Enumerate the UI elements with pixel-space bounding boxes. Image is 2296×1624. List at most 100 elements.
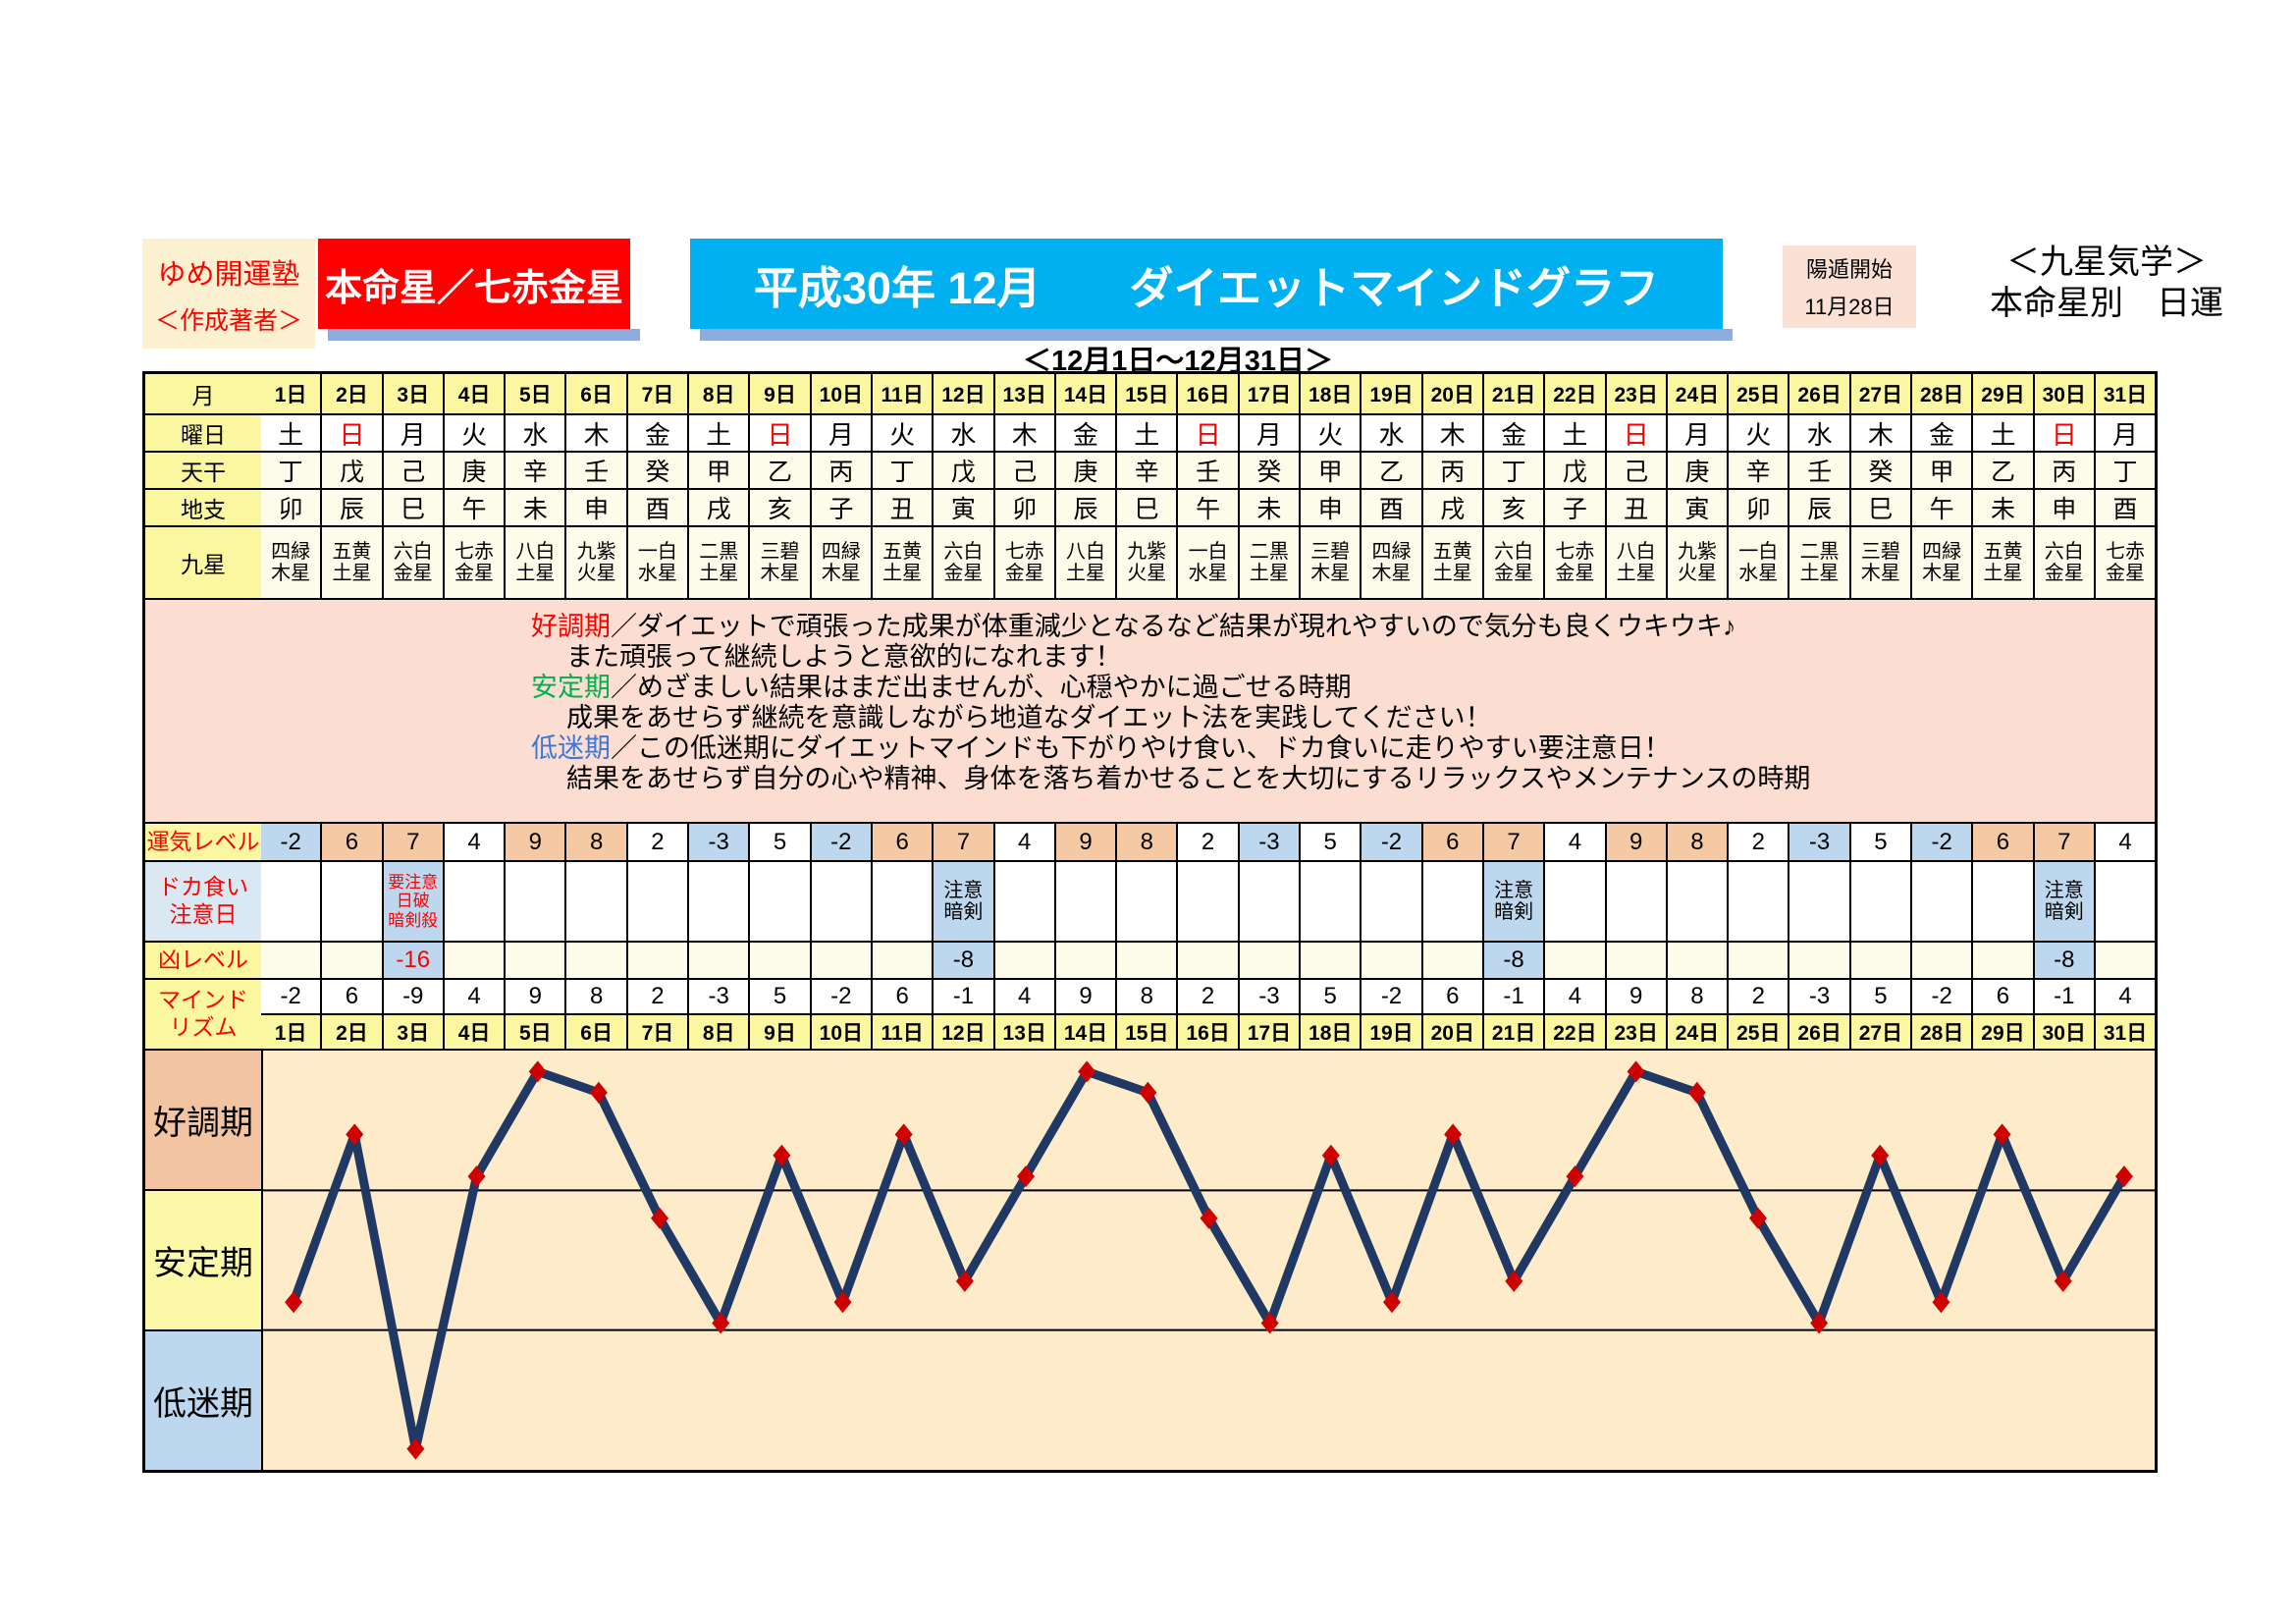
kyusei-cell: 六白 金星 xyxy=(1481,527,1544,598)
day-cell: 27日 xyxy=(1848,374,1911,413)
unki-level-cell: 6 xyxy=(320,824,382,860)
chart-point xyxy=(346,1123,364,1146)
band-label-安定期: 安定期 xyxy=(145,1189,261,1329)
chishi-cell: 午 xyxy=(1176,490,1238,525)
unki-level-cell: 8 xyxy=(564,824,626,860)
unki-level-cell: -2 xyxy=(261,824,321,860)
band-label-column: 好調期 安定期 低迷期 xyxy=(145,1051,261,1470)
chishi-cell: 申 xyxy=(1299,490,1361,525)
tenkan-cell: 庚 xyxy=(1665,453,1728,488)
weekday-cell: 土 xyxy=(278,419,304,450)
dokagui-note-cell xyxy=(1604,862,1666,941)
kyou-level-row: 凶レベル -16 -8 -8 -8 xyxy=(145,941,2156,978)
row-label-weekday: 曜日 xyxy=(145,415,261,451)
day-footer-cell: 31日 xyxy=(2093,1015,2156,1049)
unki-level-cell: -2 xyxy=(1360,824,1421,860)
kyou-level-cell xyxy=(1299,943,1361,978)
chart-point xyxy=(1260,1312,1279,1334)
brand-title: ゆめ開運塾 xyxy=(157,258,300,291)
dokagui-note-cell xyxy=(1237,862,1299,941)
chishi-cell: 酉 xyxy=(2093,490,2156,525)
chishi-cell: 巳 xyxy=(1115,490,1177,525)
day-cell: 2日 xyxy=(320,374,382,413)
weekday-cell: 木 xyxy=(1420,415,1482,451)
kyou-level-cell xyxy=(625,943,688,978)
tenkan-cell: 壬 xyxy=(564,453,626,488)
mind-rhythm-cell: 6 xyxy=(320,980,382,1013)
kyusei-cell: 一白 水星 xyxy=(625,527,688,598)
chart-point xyxy=(406,1437,425,1460)
day-cell: 26日 xyxy=(1788,374,1849,413)
chishi-cell: 辰 xyxy=(320,490,382,525)
mind-rhythm-cell: -2 xyxy=(1910,980,1972,1013)
kyou-level-cell xyxy=(687,943,749,978)
day-footer-cell: 3日 xyxy=(381,1015,443,1049)
dokagui-note-cell xyxy=(992,862,1054,941)
day-footer-cell: 9日 xyxy=(748,1015,810,1049)
unki-level-cell: 6 xyxy=(870,824,933,860)
dokagui-note-cell xyxy=(1053,862,1115,941)
row-label-kyou: 凶レベル xyxy=(145,943,261,978)
kyou-level-cell xyxy=(504,943,565,978)
youton-box: 陽遁開始 11月28日 xyxy=(1783,245,1916,328)
kyou-level-cell xyxy=(2093,943,2156,978)
day-footer-cell: 1日 xyxy=(261,1015,321,1049)
kyusei-kigaku-line1: ＜九星気学＞ xyxy=(2006,244,2207,281)
mind-rhythm-cell: 6 xyxy=(870,980,933,1013)
kyou-level-cell xyxy=(870,943,933,978)
kyou-level-cell xyxy=(1176,943,1238,978)
unki-level-cell: 4 xyxy=(992,824,1054,860)
kyou-level-cell xyxy=(1788,943,1849,978)
unki-level-cell: 8 xyxy=(1115,824,1177,860)
unki-level-cell: 2 xyxy=(1727,824,1789,860)
kyou-level-cell xyxy=(320,943,382,978)
day-cell: 3日 xyxy=(381,374,443,413)
mind-rhythm-rows: マインド リズム -2 6 -9 4 9 8 2 -3 5 -2 6 -1 4 9 8 2 -3 5 -2 6 -1 4 9… xyxy=(145,978,2156,1049)
unki-level-cell: -3 xyxy=(1788,824,1849,860)
unki-level-cell: 4 xyxy=(1543,824,1605,860)
weekday-row: 曜日 土日月火水木金土日月火水木金土日月火水木金土日月火水木金土日月 xyxy=(145,413,2155,451)
day-footer-cell: 28日 xyxy=(1910,1015,1972,1049)
mind-rhythm-cell: 4 xyxy=(992,980,1054,1013)
tenkan-cell: 己 xyxy=(1604,453,1666,488)
chart-point xyxy=(712,1312,730,1334)
day-footer-cell: 15日 xyxy=(1115,1015,1177,1049)
tenkan-cell: 丁 xyxy=(1481,453,1544,488)
chart-point xyxy=(589,1081,608,1104)
dokagui-note-cell xyxy=(1115,862,1176,941)
chishi-cell: 午 xyxy=(1910,490,1972,525)
kyusei-cell: 三碧 木星 xyxy=(1299,527,1361,598)
mind-rhythm-cell: 4 xyxy=(442,980,505,1013)
mind-rhythm-cell: -3 xyxy=(1788,980,1849,1013)
dokagui-note-cell: 要注意 日破 暗剣殺 xyxy=(381,862,443,941)
unki-level-cell: 9 xyxy=(1604,824,1666,860)
dokagui-note-cell xyxy=(504,862,564,941)
kyusei-cell: 八白 土星 xyxy=(1053,527,1116,598)
tenkan-cell: 丁 xyxy=(2093,453,2156,488)
day-footer-cell: 27日 xyxy=(1848,1015,1911,1049)
kyusei-cell: 二黒 土星 xyxy=(687,527,749,598)
weekday-cell: 水 xyxy=(1360,415,1420,451)
chishi-cell: 卯 xyxy=(261,490,321,525)
chishi-cell: 未 xyxy=(1237,490,1300,525)
unki-level-cell: 2 xyxy=(1176,824,1238,860)
day-footer-cell: 24日 xyxy=(1665,1015,1728,1049)
tenkan-cell: 辛 xyxy=(1727,453,1789,488)
kyou-level-cell xyxy=(261,943,321,978)
weekday-cell: 金 xyxy=(1481,415,1543,451)
chishi-cell: 申 xyxy=(2032,490,2094,525)
row-label-month: 月 xyxy=(145,374,261,413)
kyou-level-cell xyxy=(992,943,1054,978)
day-footer-row: 1日 2日 3日 4日 5日 6日 7日 8日 9日 10日 11日 12日 13日 14日 15日 16日 1… xyxy=(261,1013,2156,1049)
weekday-cell: 水 xyxy=(932,415,992,451)
weekday-cell: 木 xyxy=(992,415,1054,451)
unki-level-cell: 4 xyxy=(2093,824,2156,860)
day-cell: 29日 xyxy=(1971,374,2033,413)
tenkan-cell: 癸 xyxy=(625,453,688,488)
legend-text: 結果をあせらず自分の心や精神、身体を落ち着かせることを大切にするリラックスやメン… xyxy=(566,764,1811,793)
row-label-dokagui: ドカ食い 注意日 xyxy=(145,862,261,941)
legend-text: ／この低迷期にダイエットマインドも下がりやけ食い、ドカ食いに走りやすい要注意日！ xyxy=(611,733,1671,763)
row-label-mind: マインド リズム xyxy=(145,980,261,1049)
dokagui-note-cell xyxy=(625,862,687,941)
unki-level-cell: 5 xyxy=(1848,824,1911,860)
